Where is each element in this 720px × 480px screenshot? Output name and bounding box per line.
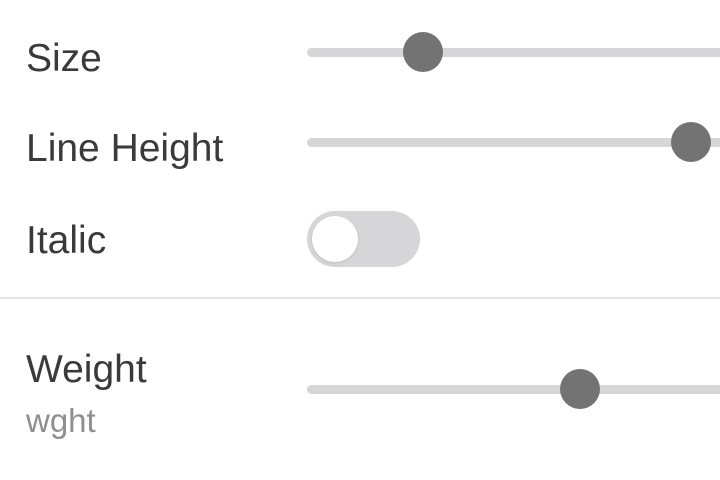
weight-slider[interactable] bbox=[307, 369, 720, 409]
weight-slider-thumb[interactable] bbox=[559, 369, 600, 409]
size-slider[interactable] bbox=[307, 32, 720, 72]
line-height-slider-track[interactable] bbox=[307, 138, 720, 147]
weight-slider-track[interactable] bbox=[307, 385, 720, 394]
line-height-slider[interactable] bbox=[307, 122, 720, 162]
italic-toggle[interactable] bbox=[307, 211, 420, 267]
line-height-label: Line Height bbox=[26, 127, 224, 170]
weight-label: Weight bbox=[26, 348, 147, 391]
weight-axis-tag: wght bbox=[26, 402, 96, 439]
italic-toggle-knob[interactable] bbox=[312, 216, 358, 262]
size-slider-track[interactable] bbox=[307, 48, 720, 57]
size-slider-thumb[interactable] bbox=[402, 32, 443, 72]
section-divider bbox=[0, 297, 720, 299]
size-label: Size bbox=[26, 37, 102, 80]
italic-label: Italic bbox=[26, 219, 107, 262]
line-height-slider-thumb[interactable] bbox=[671, 122, 712, 162]
